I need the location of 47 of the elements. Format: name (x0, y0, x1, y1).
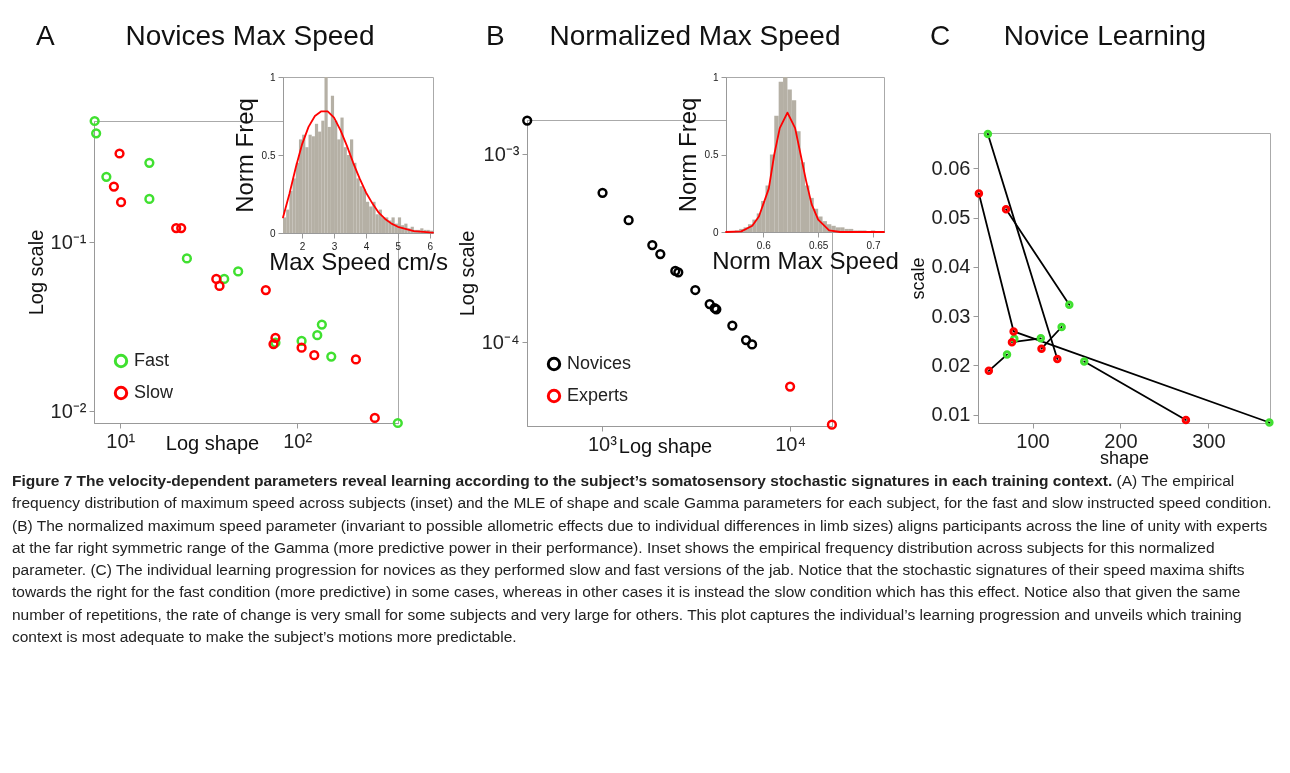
text: Figure 7 The velocity-dependent parameters reveal learning according to the subject’s somatosensory stochastic signatures in each training context. (12, 472, 1113, 489)
legend-label: Experts (567, 385, 629, 405)
x-tick-label: 0.65 (808, 239, 829, 251)
x-tick-label: 6 (427, 240, 434, 252)
y-tick-label: 0.06 (931, 156, 971, 179)
y-tick-label: 0.01 (931, 403, 971, 426)
y-tick-label: 1 (269, 71, 276, 83)
y-tick-label: 0.5 (704, 149, 719, 160)
x-axis-title: Log shape (165, 431, 260, 454)
chart-title: Novices Max Speed (125, 20, 375, 52)
y-tick-label: 0.02 (931, 353, 971, 376)
y-tick-label: 10⁻³ (483, 142, 520, 165)
legend-label: Slow (134, 382, 175, 402)
y-axis-title: Norm Freq (673, 97, 701, 213)
text: A (36, 20, 55, 52)
x-tick-label: 4 (363, 240, 370, 252)
x-tick-label: 5 (395, 240, 402, 252)
x-tick-label: 10¹ (106, 429, 136, 452)
x-tick-label: 10³ (587, 432, 618, 455)
y-tick-label: 10⁻² (50, 399, 87, 422)
x-tick-label: 10² (283, 429, 313, 452)
x-tick-label: 2 (299, 240, 306, 252)
y-axis-title: Norm Freq (230, 98, 258, 213)
x-tick-label: 10⁴ (775, 432, 807, 455)
y-tick-label: 0.04 (931, 255, 971, 278)
text: C (930, 20, 951, 52)
y-tick-label: 10⁻¹ (50, 230, 87, 253)
y-tick-label: 0.05 (931, 206, 971, 229)
legend-label: Fast (134, 350, 170, 370)
y-tick-label: 10⁻⁴ (481, 330, 520, 353)
y-axis-title: Log scale (455, 230, 478, 317)
x-tick-label: 100 (1016, 429, 1050, 452)
y-tick-label: 0 (712, 226, 719, 238)
x-axis-title: Log shape (618, 434, 713, 457)
legend-label: Novices (567, 353, 632, 373)
chart-title: Normalized Max Speed (549, 20, 841, 52)
text: B (486, 20, 505, 52)
y-tick-label: 0.5 (261, 149, 276, 161)
y-tick-label: 0 (269, 227, 276, 239)
x-tick-label: 0.7 (866, 239, 881, 251)
chart-title: Novice Learning (1003, 20, 1207, 52)
x-tick-label: 3 (331, 240, 338, 252)
x-tick-label: 300 (1192, 429, 1226, 452)
y-axis-title: Log scale (24, 229, 47, 316)
y-tick-label: 1 (712, 71, 719, 83)
y-tick-label: 0.03 (931, 304, 971, 327)
y-axis-title: scale (907, 257, 928, 300)
